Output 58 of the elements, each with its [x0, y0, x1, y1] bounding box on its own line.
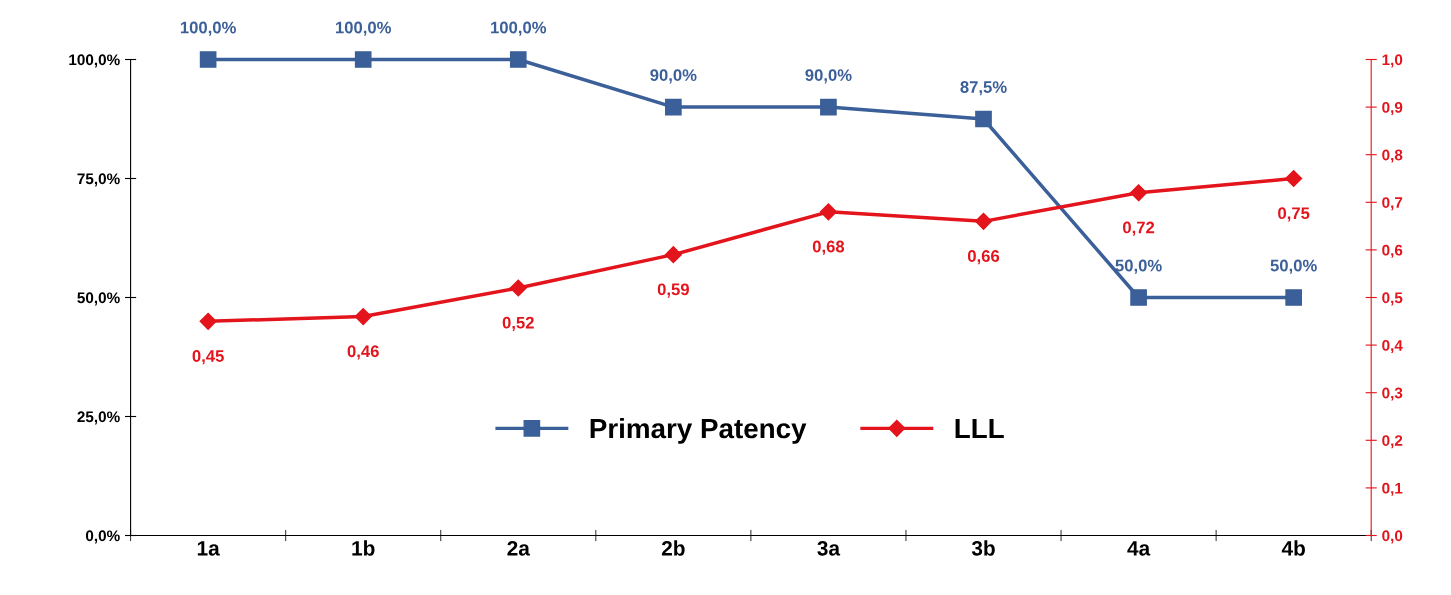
y-tick-label: 0,0% — [85, 530, 120, 544]
data-label: 100,0% — [491, 21, 547, 36]
data-label: 0,46 — [347, 345, 379, 360]
y2-tick-label: 0,7 — [1382, 197, 1403, 211]
point — [820, 98, 837, 116]
x-tick-label: 2a — [507, 540, 530, 556]
y2-tick-label: 0,5 — [1382, 292, 1403, 306]
point — [199, 51, 217, 68]
legend-label: Primary Patency — [590, 417, 807, 444]
data-label: 0,45 — [192, 350, 224, 365]
x-tick-label: 3b — [971, 540, 995, 556]
data-label: 0,72 — [1123, 221, 1155, 236]
point — [665, 98, 682, 116]
data-label: 0,68 — [812, 240, 845, 255]
point — [354, 307, 372, 326]
point — [819, 203, 837, 221]
data-label: 90,0% — [650, 69, 697, 84]
y2-tick-label: 0,1 — [1382, 482, 1403, 496]
y-tick-label: 50,0% — [77, 292, 120, 306]
data-label: 0,59 — [657, 283, 689, 298]
x-tick-label: 4b — [1281, 540, 1305, 556]
data-label: 0,75 — [1278, 207, 1310, 222]
x-tick-label: 3a — [817, 540, 841, 556]
point — [509, 279, 527, 297]
y2-tick-label: 0,6 — [1382, 244, 1403, 258]
y-tick-label: 100,0% — [69, 54, 120, 68]
point — [664, 246, 682, 264]
data-label: 87,5% — [960, 81, 1007, 96]
x-tick-label: 1b — [352, 540, 375, 556]
y2-tick-label: 0,9 — [1382, 101, 1403, 115]
point — [1285, 169, 1303, 188]
data-label: 0,52 — [502, 316, 534, 331]
legend-label: LLL — [955, 418, 1004, 439]
point — [1285, 289, 1302, 306]
data-label: 50,0% — [1115, 259, 1162, 274]
y-tick-label: 75,0% — [77, 173, 120, 187]
y2-tick-label: 0,3 — [1382, 387, 1403, 401]
y2-tick-label: 0,8 — [1382, 149, 1403, 163]
data-label: 100,0% — [180, 21, 236, 36]
data-label: 90,0% — [805, 69, 852, 84]
point — [1130, 184, 1148, 202]
y2-tick-label: 0,2 — [1382, 435, 1403, 449]
point — [974, 212, 993, 230]
x-tick-label: 4a — [1127, 541, 1151, 556]
point — [1130, 289, 1147, 306]
data-label: 0,66 — [967, 250, 1000, 265]
point — [975, 110, 992, 128]
data-label: 100,0% — [335, 21, 392, 36]
x-tick-label: 2b — [661, 540, 685, 556]
data-label: 50,0% — [1270, 259, 1317, 274]
point — [354, 51, 372, 68]
y2-tick-label: 0,4 — [1382, 339, 1403, 353]
point — [199, 312, 217, 330]
x-tick-label: 1a — [197, 541, 220, 556]
point — [509, 51, 527, 68]
y2-tick-label: 0,0 — [1382, 530, 1403, 544]
y2-tick-label: 1,0 — [1382, 54, 1403, 68]
y-tick-label: 25,0% — [77, 411, 120, 425]
